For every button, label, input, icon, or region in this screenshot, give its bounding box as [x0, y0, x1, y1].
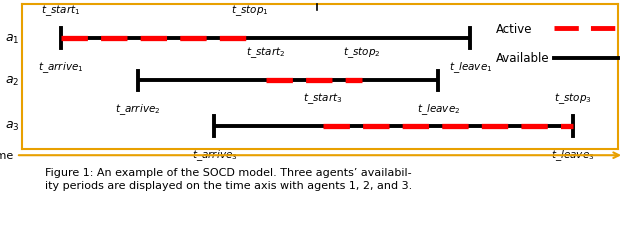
Text: $\mathit{t\_leave}_{2}$: $\mathit{t\_leave}_{2}$: [417, 102, 460, 117]
Text: Active: Active: [496, 23, 532, 36]
Text: $T$: $T$: [311, 0, 323, 3]
Text: $\mathit{t\_arrive}_{2}$: $\mathit{t\_arrive}_{2}$: [115, 102, 160, 117]
Text: $\mathit{t\_stop}_{1}$: $\mathit{t\_stop}_{1}$: [231, 3, 268, 18]
Text: $\mathit{t\_start}_{3}$: $\mathit{t\_start}_{3}$: [303, 90, 343, 105]
Text: $a_1$: $a_1$: [5, 32, 19, 45]
Text: Figure 1: An example of the SOCD model. Three agents’ availabil-
ity periods are: Figure 1: An example of the SOCD model. …: [45, 168, 412, 190]
Text: $\mathit{t\_arrive}_{1}$: $\mathit{t\_arrive}_{1}$: [38, 60, 84, 75]
Text: $a_3$: $a_3$: [4, 120, 19, 133]
Text: $a_2$: $a_2$: [5, 74, 19, 88]
Text: $\mathit{t\_start}_{2}$: $\mathit{t\_start}_{2}$: [246, 45, 285, 60]
Text: $\mathit{t\_arrive}_{3}$: $\mathit{t\_arrive}_{3}$: [191, 147, 237, 162]
Text: $\mathit{t\_leave}_{1}$: $\mathit{t\_leave}_{1}$: [449, 60, 492, 75]
Text: $\mathit{t\_leave}_{3}$: $\mathit{t\_leave}_{3}$: [551, 147, 595, 162]
Text: $\mathit{t\_stop}_{3}$: $\mathit{t\_stop}_{3}$: [554, 90, 591, 105]
Text: $\mathit{t\_stop}_{2}$: $\mathit{t\_stop}_{2}$: [343, 45, 380, 60]
Text: Available: Available: [496, 52, 550, 65]
Text: $\mathit{t\_start}_{1}$: $\mathit{t\_start}_{1}$: [41, 3, 81, 18]
Text: Time: Time: [0, 151, 13, 160]
